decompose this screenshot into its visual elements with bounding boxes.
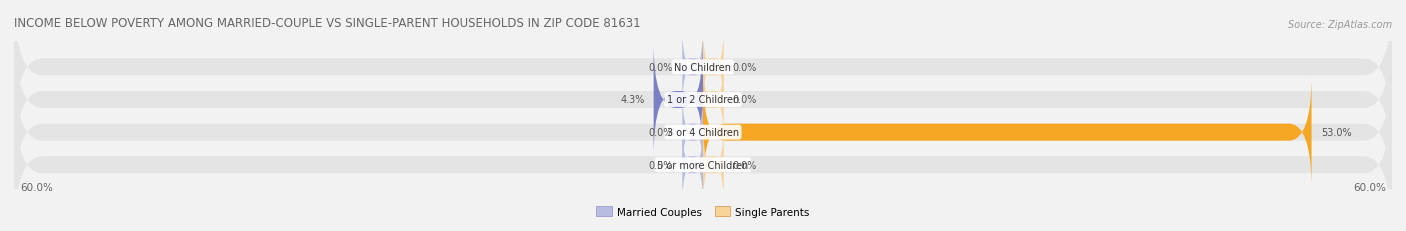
Text: 60.0%: 60.0% (20, 182, 52, 192)
FancyBboxPatch shape (14, 92, 1392, 231)
Text: Source: ZipAtlas.com: Source: ZipAtlas.com (1288, 20, 1392, 30)
FancyBboxPatch shape (682, 27, 703, 108)
FancyBboxPatch shape (14, 60, 1392, 205)
FancyBboxPatch shape (703, 60, 724, 140)
Text: 0.0%: 0.0% (733, 95, 758, 105)
Legend: Married Couples, Single Parents: Married Couples, Single Parents (596, 207, 810, 217)
Text: 1 or 2 Children: 1 or 2 Children (666, 95, 740, 105)
FancyBboxPatch shape (682, 92, 703, 173)
Text: 5 or more Children: 5 or more Children (658, 160, 748, 170)
FancyBboxPatch shape (654, 43, 703, 157)
Text: 0.0%: 0.0% (733, 63, 758, 73)
Text: 3 or 4 Children: 3 or 4 Children (666, 128, 740, 137)
Text: INCOME BELOW POVERTY AMONG MARRIED-COUPLE VS SINGLE-PARENT HOUSEHOLDS IN ZIP COD: INCOME BELOW POVERTY AMONG MARRIED-COUPL… (14, 17, 641, 30)
Text: 0.0%: 0.0% (648, 63, 673, 73)
Text: 0.0%: 0.0% (733, 160, 758, 170)
FancyBboxPatch shape (703, 76, 1312, 189)
Text: 0.0%: 0.0% (648, 160, 673, 170)
FancyBboxPatch shape (682, 125, 703, 205)
FancyBboxPatch shape (14, 0, 1392, 140)
Text: 60.0%: 60.0% (1354, 182, 1386, 192)
Text: 4.3%: 4.3% (620, 95, 644, 105)
Text: No Children: No Children (675, 63, 731, 73)
FancyBboxPatch shape (14, 27, 1392, 173)
Text: 53.0%: 53.0% (1320, 128, 1351, 137)
FancyBboxPatch shape (703, 27, 724, 108)
Text: 0.0%: 0.0% (648, 128, 673, 137)
FancyBboxPatch shape (703, 125, 724, 205)
